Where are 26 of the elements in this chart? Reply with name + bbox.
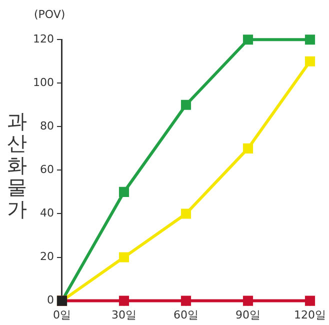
y-tick-label: 40 — [40, 206, 54, 220]
point — [180, 100, 192, 110]
point — [118, 186, 130, 197]
point — [304, 56, 316, 66]
point — [242, 34, 254, 45]
y-tick-label: 120 — [32, 32, 54, 46]
point — [242, 296, 254, 306]
x-tick-label: 0일 — [52, 308, 71, 322]
point — [180, 296, 192, 306]
y-tick-label: 0 — [46, 294, 54, 307]
point — [118, 296, 130, 306]
y-axis-title: 과산화물가 — [6, 109, 28, 221]
point — [180, 208, 192, 219]
point — [242, 143, 254, 154]
text: (POV) — [34, 8, 66, 21]
y-tick-label: 100 — [32, 76, 54, 89]
y-tick-label: 20 — [40, 250, 54, 264]
y-tick-label: 80 — [40, 120, 54, 133]
x-tick-label: 120일 — [294, 308, 326, 322]
point — [304, 296, 316, 306]
y-tick-label: 60 — [40, 163, 54, 176]
point — [304, 34, 316, 45]
point — [118, 252, 130, 262]
x-tick-label: 90일 — [236, 308, 260, 322]
x-tick-label: 60일 — [174, 308, 198, 322]
x-tick-label: 30일 — [111, 308, 136, 322]
